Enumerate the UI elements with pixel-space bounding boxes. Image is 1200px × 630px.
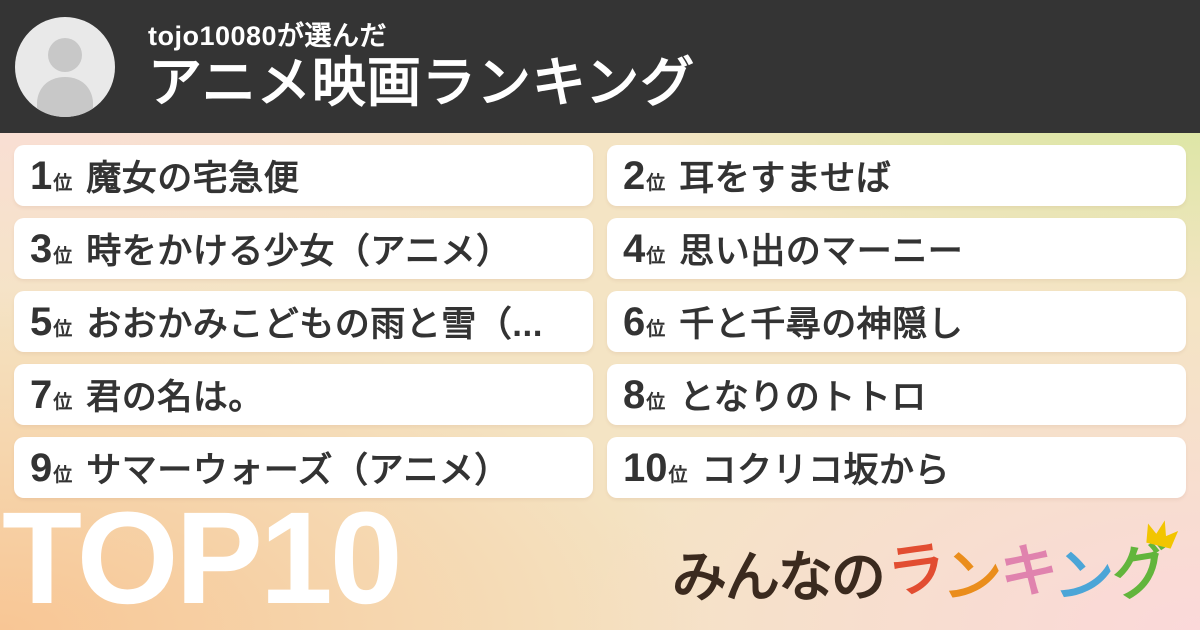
ranking-item: 4 位 思い出のマーニー (607, 218, 1186, 279)
item-title: サマーウォーズ（アニメ） (86, 451, 510, 490)
item-title: 千と千尋の神隠し (679, 305, 964, 344)
rank-suffix: 位 (53, 464, 73, 486)
logo-char: ン (940, 542, 1003, 613)
person-icon (37, 37, 93, 117)
rank-number: 2 (623, 153, 646, 198)
ranking-item: 3 位 時をかける少女（アニメ） (14, 218, 593, 279)
item-title: 時をかける少女（アニメ） (86, 232, 512, 271)
top10-label: TOP10 (2, 484, 403, 630)
header-text: tojo10080が選んだ アニメ映画ランキング (148, 21, 695, 112)
item-title: 思い出のマーニー (679, 232, 964, 271)
ranking-item: 5 位 おおかみこどもの雨と雪（... (14, 291, 593, 352)
rank-suffix: 位 (53, 172, 73, 194)
rank-badge: 7 位 (30, 375, 72, 415)
rank-number: 8 (623, 372, 646, 417)
rank-number: 9 (30, 445, 53, 490)
rank-badge: 1 位 (30, 156, 72, 196)
logo-char: キ (998, 537, 1058, 606)
rank-suffix: 位 (53, 245, 73, 267)
rank-number: 6 (623, 299, 646, 344)
logo-char: ラ (883, 534, 949, 607)
rank-number: 7 (30, 372, 53, 417)
logo-char: ン (1052, 542, 1115, 613)
header: tojo10080が選んだ アニメ映画ランキング (0, 0, 1200, 133)
avatar (15, 16, 115, 117)
crown-icon (1146, 520, 1179, 549)
ranking-item: 2 位 耳をすませば (607, 145, 1186, 206)
rank-number: 4 (623, 226, 646, 271)
rank-badge: 6 位 (623, 302, 665, 342)
chooser-label: tojo10080が選んだ (148, 20, 388, 51)
logo-prefix: みんなの (671, 546, 886, 608)
rank-badge: 2 位 (623, 156, 665, 196)
rank-number: 10 (623, 445, 668, 490)
rank-badge: 8 位 (623, 375, 665, 415)
item-title: となりのトトロ (679, 378, 927, 417)
item-title: コクリコ坂から (701, 451, 951, 490)
rank-suffix: 位 (668, 464, 688, 486)
rank-number: 5 (30, 299, 53, 344)
logo-char: グ (1107, 536, 1173, 609)
rank-suffix: 位 (646, 245, 666, 267)
rank-badge: 10 位 (623, 448, 688, 488)
ranking-grid: 1 位 魔女の宅急便 2 位 耳をすませば 3 位 時をかける少女（アニメ） 4… (14, 145, 1186, 498)
rank-badge: 5 位 (30, 302, 72, 342)
rank-badge: 9 位 (30, 448, 72, 488)
rank-number: 3 (30, 226, 53, 271)
rank-suffix: 位 (53, 318, 73, 340)
item-title: おおかみこどもの雨と雪（... (86, 305, 543, 344)
rank-suffix: 位 (646, 318, 666, 340)
ranking-item: 6 位 千と千尋の神隠し (607, 291, 1186, 352)
ranking-item: 10 位 コクリコ坂から (607, 437, 1186, 498)
rank-suffix: 位 (646, 172, 666, 194)
rank-badge: 3 位 (30, 229, 72, 269)
minna-no-ranking-logo: みんなの ランキング (671, 520, 1179, 613)
rank-number: 1 (30, 153, 53, 198)
rank-suffix: 位 (53, 391, 73, 413)
item-title: 君の名は。 (86, 378, 264, 417)
rank-badge: 4 位 (623, 229, 665, 269)
item-title: 魔女の宅急便 (86, 159, 300, 198)
page-title: アニメ映画ランキング (148, 52, 696, 113)
ranking-item: 7 位 君の名は。 (14, 364, 593, 425)
ranking-item: 9 位 サマーウォーズ（アニメ） (14, 437, 593, 498)
item-title: 耳をすませば (679, 159, 892, 198)
logo-colored: ランキング (884, 520, 1179, 613)
ranking-item: 8 位 となりのトトロ (607, 364, 1186, 425)
rank-suffix: 位 (646, 391, 666, 413)
ranking-item: 1 位 魔女の宅急便 (14, 145, 593, 206)
